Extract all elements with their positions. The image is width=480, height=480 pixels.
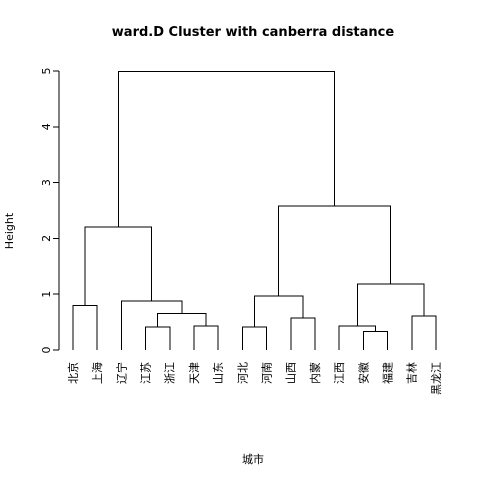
x-axis-label: 城市 [242, 452, 264, 466]
leaf-label: 江西 [333, 362, 346, 384]
y-tick-label: 3 [40, 179, 53, 186]
dendrogram-branch [241, 326, 268, 350]
dendrogram-branch [120, 300, 183, 350]
dendrogram-branch [411, 315, 437, 350]
dendrogram-branch [356, 283, 425, 327]
y-tick-label: 4 [40, 123, 53, 130]
y-tick-label: 1 [40, 291, 53, 298]
leaf-label: 黑龙江 [430, 362, 443, 395]
dendrogram-branch [362, 331, 389, 350]
leaf-label: 河北 [236, 362, 249, 384]
leaf-label: 河南 [260, 362, 273, 384]
leaf-label: 内蒙 [308, 362, 322, 384]
leaf-label: 山西 [285, 362, 298, 384]
leaf-label: 山东 [212, 362, 225, 384]
leaf-label: 安徽 [356, 362, 370, 384]
leaf-labels: 北京 上海 辽宁 江苏 浙江 天津 山东 河北 河南 山西 内蒙 江西 安徽 福建 吉林 黑龙江 [66, 362, 443, 395]
y-tick-label: 2 [40, 235, 53, 242]
leaf-label: 辽宁 [114, 362, 128, 384]
dendrogram-branch [193, 325, 219, 350]
leaf-label: 天津 [188, 362, 201, 384]
dendrogram-branch [72, 304, 98, 350]
leaf-label: 福建 [380, 362, 394, 384]
dendrogram-branch [338, 325, 376, 350]
dendrogram-branch [254, 295, 304, 328]
y-tick-label: 5 [40, 68, 53, 75]
dendrogram-branch [84, 226, 153, 306]
chart-title: ward.D Cluster with canberra distance [112, 25, 395, 40]
dendrogram-branch [117, 71, 336, 228]
dendrogram-branch [278, 205, 392, 296]
leaf-label: 上海 [90, 362, 104, 384]
leaf-label: 浙江 [164, 362, 177, 384]
leaf-label: 北京 [66, 362, 80, 384]
leaf-label: 吉林 [405, 362, 419, 384]
dendrogram-branches [72, 71, 437, 350]
dendrogram-branch [145, 326, 171, 350]
leaf-label: 江苏 [139, 362, 152, 384]
y-axis: 0 1 2 3 4 5 [40, 68, 60, 354]
dendrogram-branch [290, 317, 316, 350]
dendrogram-branch [157, 313, 207, 328]
y-axis-label: Height [3, 212, 16, 249]
y-tick-label: 0 [40, 347, 53, 354]
